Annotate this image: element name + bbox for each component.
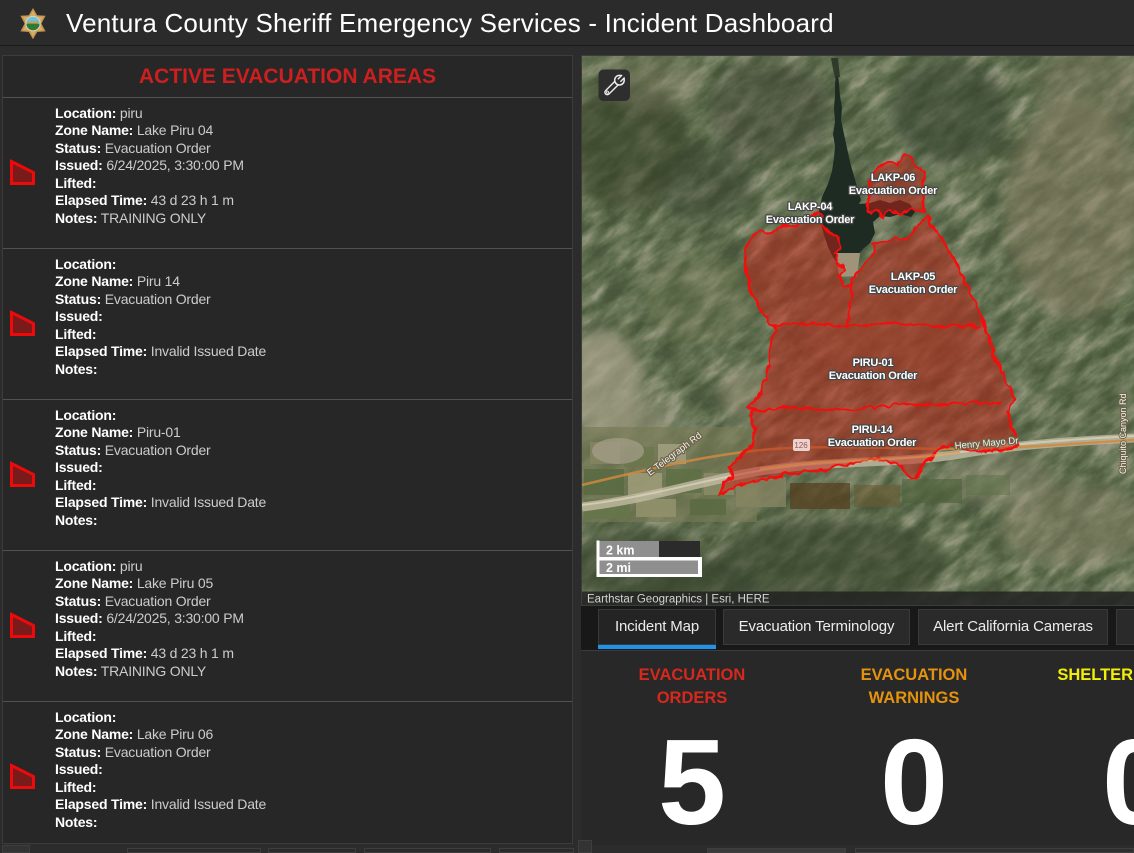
svg-text:Evacuation Order: Evacuation Order — [869, 284, 958, 296]
svg-text:126: 126 — [794, 441, 808, 450]
svg-text:2 mi: 2 mi — [606, 561, 631, 575]
svg-text:LAKP-05: LAKP-05 — [891, 271, 936, 283]
svg-text:PIRU-14: PIRU-14 — [852, 424, 894, 436]
svg-text:Earthstar Geographics | Esri,: Earthstar Geographics | Esri, HERE — [587, 594, 770, 606]
svg-text:2 km: 2 km — [606, 544, 635, 558]
svg-text:LAKP-04: LAKP-04 — [788, 201, 834, 213]
svg-text:Evacuation Order: Evacuation Order — [828, 437, 917, 449]
svg-text:LAKP-06: LAKP-06 — [871, 172, 916, 184]
svg-text:Evacuation Order: Evacuation Order — [829, 370, 918, 382]
svg-text:Chiquito Canyon Rd: Chiquito Canyon Rd — [1118, 393, 1128, 474]
svg-text:Evacuation Order: Evacuation Order — [849, 185, 938, 197]
svg-text:Evacuation Order: Evacuation Order — [766, 214, 855, 226]
svg-text:PIRU-01: PIRU-01 — [853, 357, 894, 369]
